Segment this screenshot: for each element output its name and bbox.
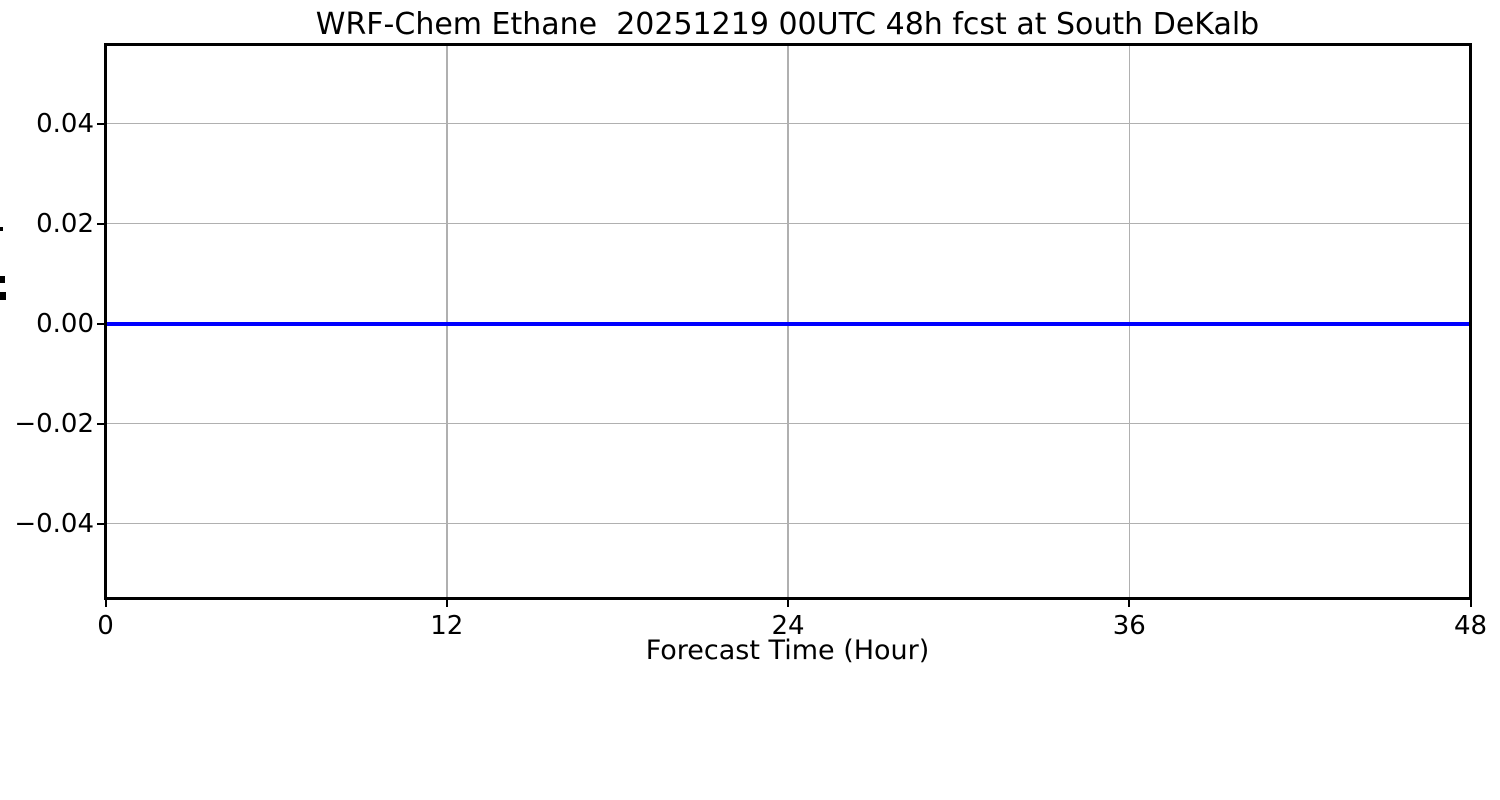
chart-title: WRF-Chem Ethane 20251219 00UTC 48h fcst …: [315, 7, 1260, 42]
y-tick-mark: [97, 222, 105, 225]
horizontal-gridline: [107, 122, 1469, 125]
horizontal-gridline: [107, 422, 1469, 425]
x-tick-mark: [787, 600, 789, 607]
ethane-forecast-line: [107, 321, 1469, 326]
horizontal-gridline: [107, 522, 1469, 525]
y-tick-label: 0.04: [36, 108, 94, 139]
x-tick-label: 36: [1112, 611, 1146, 641]
y-tick-label: −0.04: [14, 508, 94, 539]
x-tick-label: 48: [1453, 611, 1488, 641]
horizontal-gridline: [107, 222, 1469, 225]
y-tick-mark: [97, 522, 105, 525]
y-tick-mark: [97, 322, 105, 325]
x-tick-mark: [1469, 600, 1472, 607]
x-axis-label: Forecast Time (Hour): [645, 635, 930, 666]
x-tick-label: 24: [771, 611, 805, 641]
x-tick-label: 12: [430, 611, 464, 641]
x-tick-label: 0: [97, 611, 114, 641]
y-tick-label: 0.02: [36, 208, 94, 239]
y-tick-mark: [97, 422, 105, 425]
ylabel-fragment-icon: [0, 227, 3, 231]
x-tick-mark: [104, 600, 107, 607]
plot-area: [104, 43, 1472, 600]
ylabel-fragment-icon: [0, 292, 6, 300]
x-tick-mark: [445, 600, 448, 607]
ylabel-fragment-icon: [0, 276, 5, 283]
y-tick-mark: [97, 122, 105, 125]
y-tick-label: −0.02: [14, 408, 94, 439]
y-tick-label: 0.00: [36, 308, 94, 339]
x-tick-mark: [1128, 600, 1131, 607]
